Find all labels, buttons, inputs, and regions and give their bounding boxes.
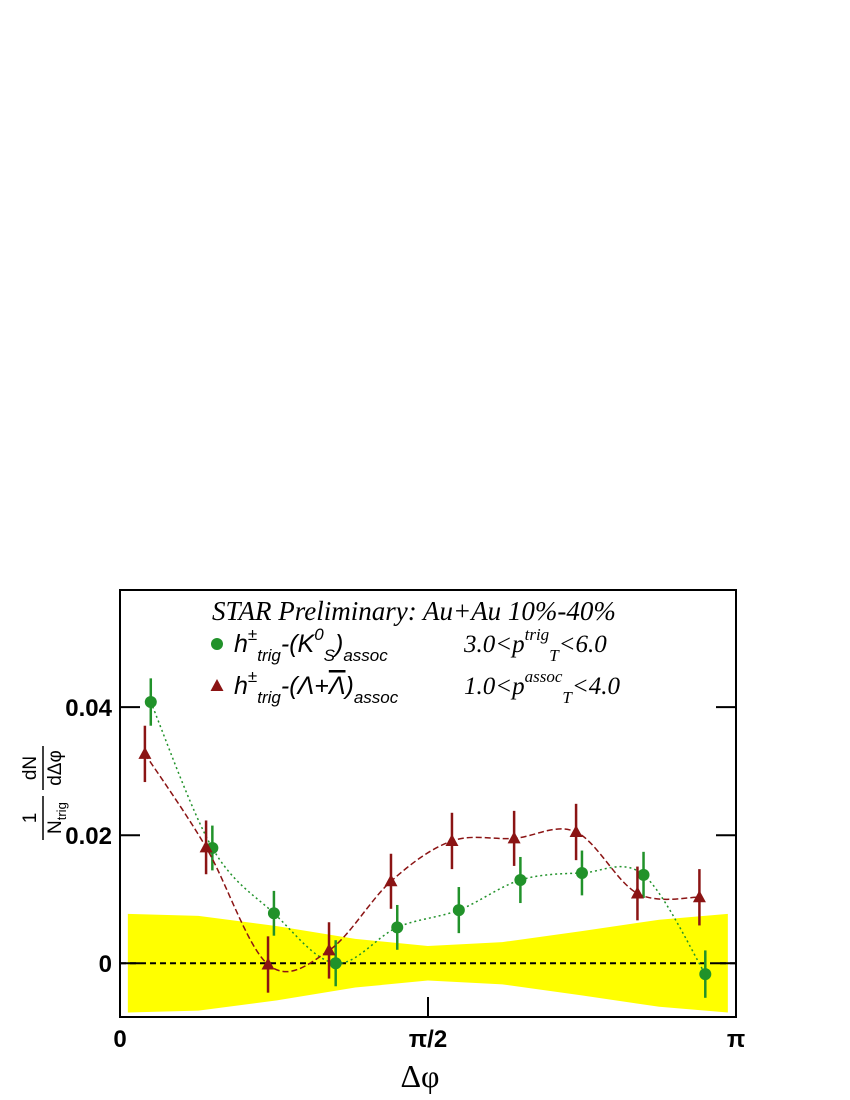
point	[630, 886, 644, 899]
point	[199, 840, 213, 853]
label-part: Λ	[327, 672, 346, 700]
fit-curve	[150, 701, 706, 975]
label-part: assoc	[354, 688, 399, 707]
point	[507, 831, 521, 844]
label-part: trig	[525, 625, 550, 644]
point	[267, 907, 280, 920]
point	[138, 746, 152, 759]
y-label-part: Ntrig	[45, 802, 69, 834]
label-part: trig	[257, 646, 281, 665]
y-label-part: N	[45, 820, 66, 834]
label-part: -(Λ+	[281, 672, 329, 700]
point	[452, 904, 465, 917]
label-part: )	[332, 630, 343, 658]
label-part: 0	[314, 625, 324, 644]
point	[692, 890, 706, 903]
y-label-part: dΔφ	[45, 750, 66, 786]
x-tick-label: π	[727, 1026, 745, 1053]
x-axis-label: Δφ	[400, 1058, 439, 1094]
point	[514, 874, 527, 887]
point	[699, 968, 712, 981]
label-part: ±	[248, 625, 257, 644]
label-part: ±	[248, 667, 257, 686]
label-part: 3.0<p	[463, 631, 525, 658]
x-tick-label: 0	[113, 1026, 126, 1053]
legend-label: 3.0<ptrig T<6.0	[463, 625, 607, 665]
point	[637, 868, 650, 881]
label-part: <4.0	[572, 673, 621, 700]
label-part: T	[549, 646, 560, 665]
point	[261, 957, 275, 970]
label-part: h	[234, 672, 248, 700]
point	[391, 921, 404, 934]
label-part: 1.0<p	[464, 673, 525, 700]
point	[329, 957, 342, 970]
y-axis-label: 1 Ntrig dN dΔφ	[20, 746, 69, 840]
label-part: trig	[257, 688, 281, 707]
y-tick-label: 0.04	[65, 695, 112, 722]
point	[569, 824, 583, 837]
y-label-part: dN	[20, 756, 41, 780]
legend-label: 1.0<passoc T<4.0	[464, 667, 620, 707]
fit-curve	[144, 753, 700, 973]
label-part: <6.0	[559, 631, 608, 658]
point	[322, 943, 336, 956]
label-part: assoc	[343, 646, 388, 665]
label-part: h	[234, 630, 248, 658]
plot-area	[120, 678, 736, 1013]
legend-marker	[211, 638, 223, 650]
label-part: assoc	[525, 667, 563, 686]
point	[144, 696, 157, 709]
label-part: )	[343, 672, 354, 700]
label-part: T	[562, 688, 573, 707]
legend: h±trig-(K0S)assoc 3.0<ptrigT<6.0h±trig-(Λ…	[210, 625, 620, 707]
point	[445, 833, 459, 846]
y-label-part: trig	[54, 802, 69, 820]
annotation: STAR Preliminary: Au+Au 10%-40%	[212, 596, 616, 626]
x-tick-label: π/2	[409, 1026, 447, 1053]
point	[384, 874, 398, 887]
y-label-part: 1	[20, 813, 41, 824]
legend-label: h±trig-(Λ+Λ)assoc	[234, 667, 399, 707]
label-part: -(K	[281, 630, 316, 658]
legend-label: h±trig-(K0S)assoc	[234, 625, 388, 665]
systematic-band	[127, 913, 728, 1013]
label-part: S	[324, 646, 336, 665]
y-tick-label: 0	[99, 951, 112, 978]
point	[575, 866, 588, 879]
y-tick-label: 0.02	[65, 823, 112, 850]
legend-marker	[210, 679, 224, 691]
